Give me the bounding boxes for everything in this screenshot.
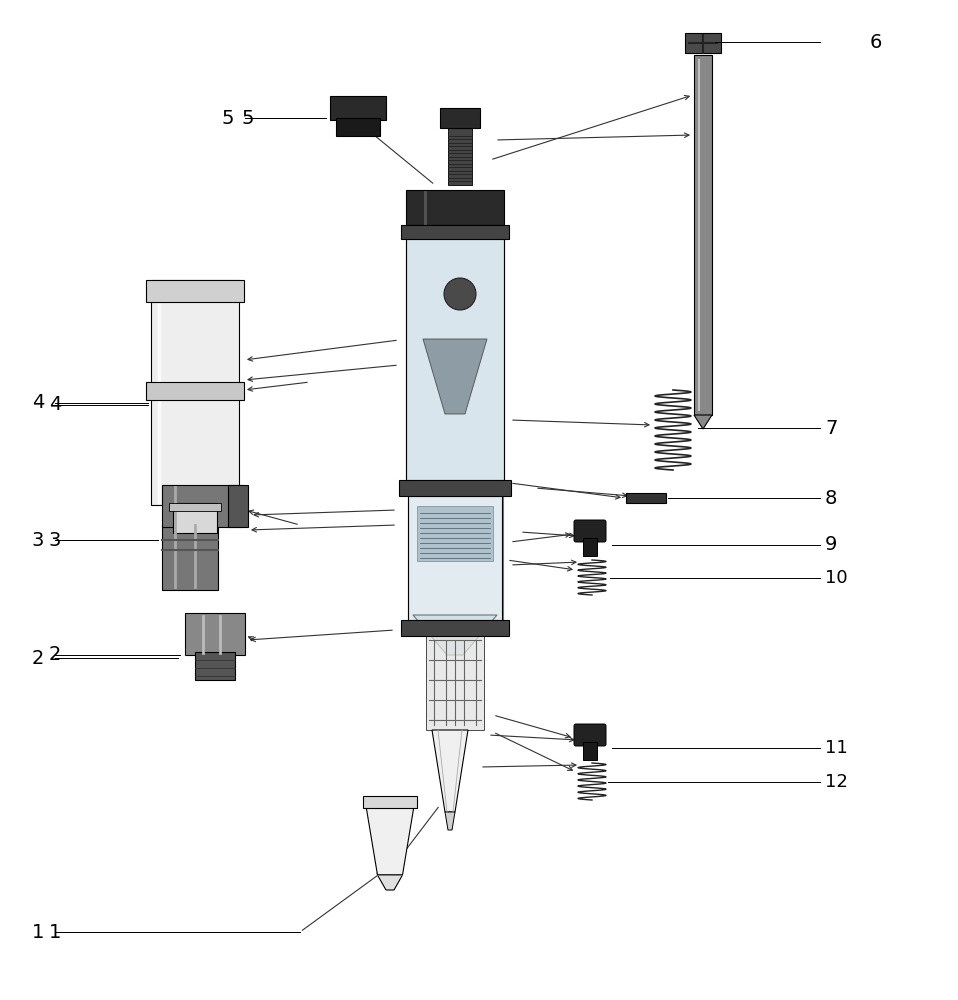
Text: 4: 4 <box>49 395 61 414</box>
Text: 6: 6 <box>870 32 882 51</box>
Text: 3: 3 <box>32 530 44 550</box>
FancyBboxPatch shape <box>336 118 380 136</box>
FancyBboxPatch shape <box>448 128 472 185</box>
Text: 9: 9 <box>825 536 837 554</box>
FancyBboxPatch shape <box>162 525 218 590</box>
Text: 5: 5 <box>221 108 235 127</box>
FancyBboxPatch shape <box>146 382 244 400</box>
FancyBboxPatch shape <box>162 485 242 527</box>
Circle shape <box>444 278 476 310</box>
FancyBboxPatch shape <box>151 280 239 505</box>
Polygon shape <box>694 415 712 429</box>
FancyBboxPatch shape <box>169 503 221 511</box>
FancyBboxPatch shape <box>626 493 666 503</box>
Polygon shape <box>365 800 415 875</box>
FancyBboxPatch shape <box>574 724 606 746</box>
Polygon shape <box>432 730 468 812</box>
FancyBboxPatch shape <box>574 520 606 542</box>
FancyBboxPatch shape <box>406 190 504 225</box>
Text: 2: 2 <box>32 648 44 668</box>
FancyBboxPatch shape <box>685 33 721 53</box>
Text: 2: 2 <box>49 646 61 664</box>
FancyBboxPatch shape <box>399 480 511 496</box>
FancyBboxPatch shape <box>401 620 509 636</box>
FancyBboxPatch shape <box>185 613 245 655</box>
Polygon shape <box>377 875 402 890</box>
FancyBboxPatch shape <box>426 636 484 730</box>
FancyBboxPatch shape <box>417 506 493 561</box>
Polygon shape <box>413 615 497 655</box>
Text: 10: 10 <box>825 569 848 587</box>
Text: 4: 4 <box>32 393 44 412</box>
Polygon shape <box>445 812 455 830</box>
FancyBboxPatch shape <box>406 239 504 480</box>
FancyBboxPatch shape <box>330 96 386 120</box>
Text: 5: 5 <box>241 108 254 127</box>
Text: 3: 3 <box>49 530 61 550</box>
Text: 12: 12 <box>825 773 848 791</box>
Polygon shape <box>423 339 487 414</box>
FancyBboxPatch shape <box>195 652 235 680</box>
FancyBboxPatch shape <box>408 496 503 620</box>
Text: 1: 1 <box>49 922 61 942</box>
FancyBboxPatch shape <box>173 503 217 533</box>
Text: 7: 7 <box>825 418 837 438</box>
FancyBboxPatch shape <box>228 485 248 527</box>
FancyBboxPatch shape <box>363 796 417 808</box>
Text: 1: 1 <box>32 922 44 942</box>
FancyBboxPatch shape <box>440 108 480 128</box>
Text: 11: 11 <box>825 739 848 757</box>
FancyBboxPatch shape <box>401 225 509 239</box>
FancyBboxPatch shape <box>146 280 244 302</box>
FancyBboxPatch shape <box>583 742 597 760</box>
FancyBboxPatch shape <box>694 55 712 415</box>
Text: 8: 8 <box>825 488 837 508</box>
FancyBboxPatch shape <box>583 538 597 556</box>
